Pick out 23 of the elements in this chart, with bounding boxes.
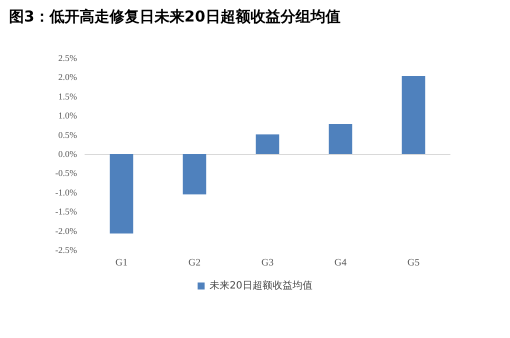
y-tick-label: -1.0% bbox=[55, 187, 78, 198]
y-tick-label: 2.5% bbox=[58, 53, 78, 63]
bar bbox=[402, 76, 426, 154]
y-tick-label: 0.5% bbox=[58, 130, 78, 140]
bar bbox=[256, 134, 280, 154]
x-tick-label: G4 bbox=[334, 258, 347, 268]
y-tick-label: 0.0% bbox=[58, 149, 78, 159]
chart-title: 图3：低开高走修复日未来20日超额收益分组均值 bbox=[9, 8, 340, 26]
y-tick-label: 1.5% bbox=[58, 91, 78, 102]
y-tick-label: -1.5% bbox=[55, 206, 78, 217]
bar bbox=[328, 124, 352, 154]
bar bbox=[110, 154, 134, 234]
bar bbox=[182, 154, 206, 194]
y-tick-label: -0.5% bbox=[55, 168, 78, 178]
x-tick-label: G5 bbox=[407, 258, 420, 268]
y-tick-label: 1.0% bbox=[58, 110, 78, 121]
x-tick-label: G3 bbox=[261, 258, 274, 268]
legend-label: 未来20日超额收益均值 bbox=[210, 280, 312, 292]
y-tick-label: 2.0% bbox=[58, 72, 78, 82]
y-tick-label: -2.5% bbox=[55, 245, 78, 255]
x-tick-label: G2 bbox=[188, 258, 201, 268]
x-tick-label: G1 bbox=[115, 258, 128, 268]
y-tick-label: -2.0% bbox=[55, 226, 78, 236]
